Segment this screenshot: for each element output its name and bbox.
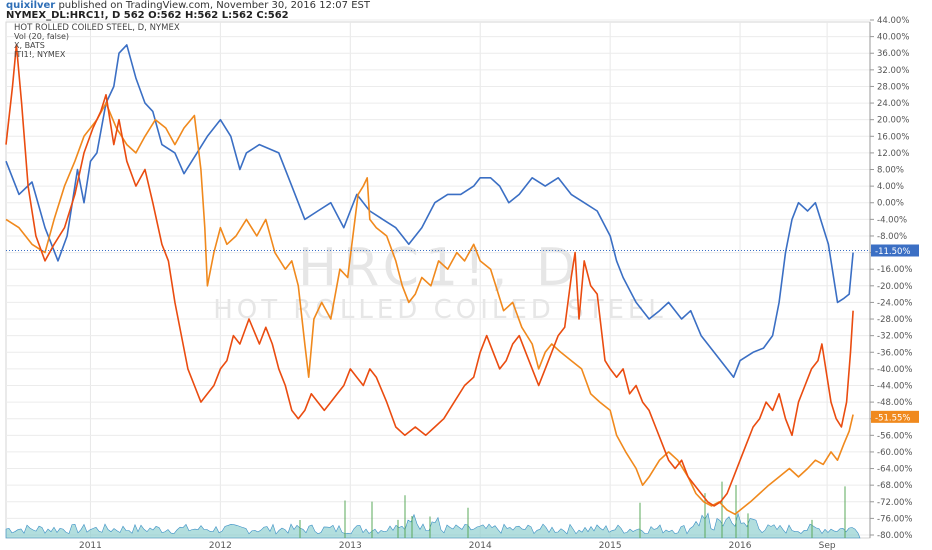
- y-tick-label: -20.00%: [877, 282, 912, 292]
- y-tick-label: -56.00%: [877, 431, 912, 441]
- y-tick-label: 32.00%: [877, 66, 909, 76]
- legend-line: ITI1!, NYMEX: [14, 50, 66, 59]
- y-tick-label: 28.00%: [877, 82, 909, 92]
- watermark-subtitle: HOT ROLLED COILED STEEL: [213, 295, 667, 325]
- y-tick-label: -72.00%: [877, 498, 912, 508]
- y-tick-label: -24.00%: [877, 298, 912, 308]
- y-tick-label: 36.00%: [877, 49, 909, 59]
- y-tick-label: -16.00%: [877, 265, 912, 275]
- last-value-tag: [871, 410, 919, 423]
- watermark-title: HRC1!, D: [298, 238, 582, 298]
- y-tick-label: -8.00%: [877, 232, 907, 242]
- last-value-label: -51.55%: [875, 413, 910, 423]
- y-tick-label: 44.00%: [877, 16, 909, 26]
- x-tick-label: 2012: [209, 541, 232, 550]
- y-tick-label: 20.00%: [877, 116, 909, 126]
- y-tick-label: 24.00%: [877, 99, 909, 109]
- x-tick-label: 2016: [729, 541, 752, 550]
- published-text: published on TradingView.com, November 3…: [58, 0, 370, 11]
- y-tick-label: -36.00%: [877, 348, 912, 358]
- y-tick-label: -4.00%: [877, 215, 907, 225]
- y-tick-label: -44.00%: [877, 381, 912, 391]
- legend-line: HOT ROLLED COILED STEEL, D, NYMEX: [14, 23, 180, 33]
- y-tick-label: 16.00%: [877, 132, 909, 142]
- author-link[interactable]: quixilver: [6, 0, 56, 11]
- x-tick-label: 2011: [79, 541, 102, 550]
- series-line-3: [5, 44, 854, 507]
- y-tick-label: 40.00%: [877, 33, 909, 43]
- x-tick-label: 2014: [469, 541, 492, 550]
- volume-area: [5, 512, 861, 539]
- legend-line: X, BATS: [14, 41, 45, 50]
- y-tick-label: 8.00%: [877, 166, 904, 176]
- y-tick-label: -80.00%: [877, 531, 912, 541]
- y-tick-label: 0.00%: [877, 199, 904, 209]
- x-tick-label: 2015: [599, 541, 622, 550]
- x-tick-label: Sep: [819, 541, 836, 550]
- series-line-1: [5, 44, 854, 378]
- y-tick-label: -64.00%: [877, 465, 912, 475]
- legend-line: Vol (20, false): [14, 32, 69, 41]
- y-tick-label: -76.00%: [877, 514, 912, 524]
- y-tick-label: 4.00%: [877, 182, 904, 192]
- x-tick-label: 2013: [339, 541, 362, 550]
- publish-info: quixilver published on TradingView.com, …: [6, 1, 370, 11]
- y-tick-label: -48.00%: [877, 398, 912, 408]
- y-tick-label: -28.00%: [877, 315, 912, 325]
- series-line-2: [5, 102, 854, 515]
- y-tick-label: -40.00%: [877, 365, 912, 375]
- last-value-tag: [871, 244, 919, 257]
- last-value-label: -11.50%: [875, 247, 910, 257]
- y-tick-label: -60.00%: [877, 448, 912, 458]
- y-tick-label: -68.00%: [877, 481, 912, 491]
- symbol-line: NYMEX_DL:HRC1!, D 562 O:562 H:562 L:562 …: [6, 10, 289, 21]
- y-tick-label: -32.00%: [877, 332, 912, 342]
- y-tick-label: 12.00%: [877, 149, 909, 159]
